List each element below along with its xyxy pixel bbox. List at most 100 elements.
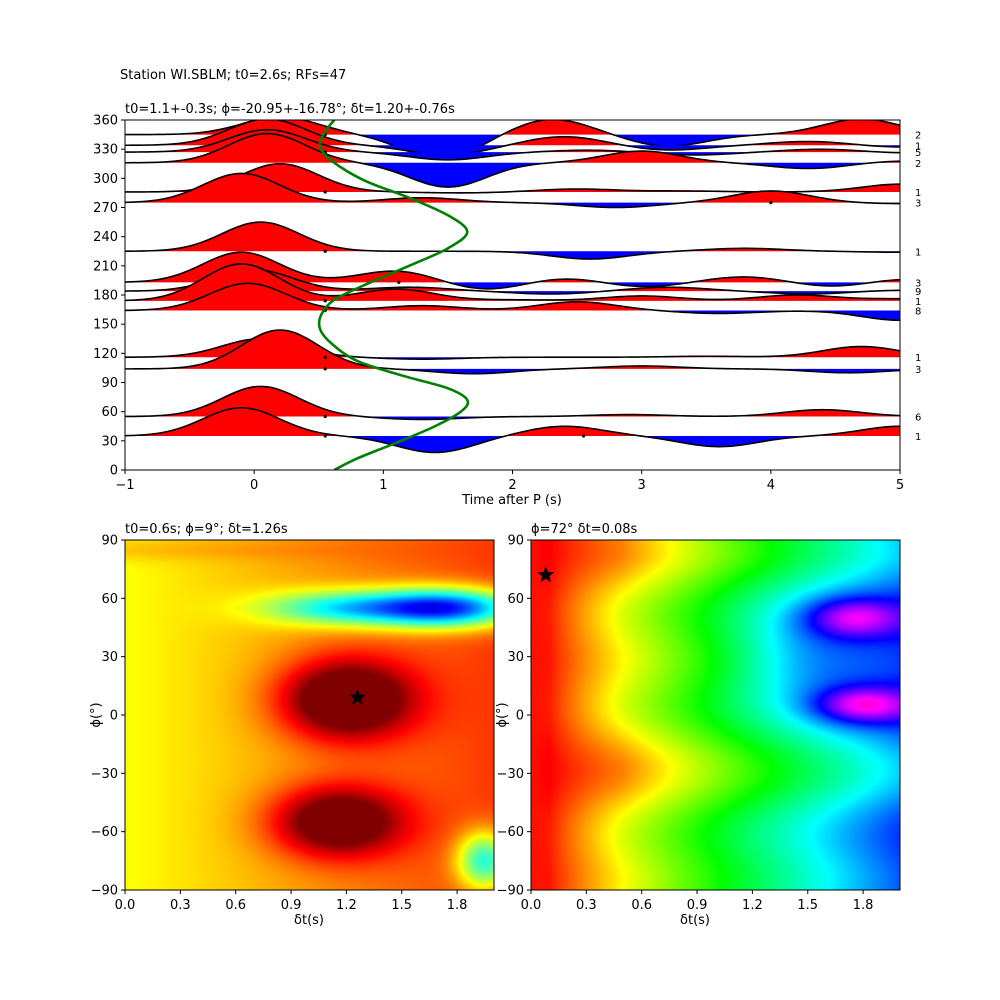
y-tick-label: 0 <box>110 709 118 724</box>
y-tick-label: 90 <box>101 376 118 391</box>
rf-trace-line <box>125 128 900 161</box>
misfit-map-ylabel: ϕ(°) <box>495 702 510 727</box>
y-tick-label: −30 <box>91 767 118 782</box>
rf-positive-fill <box>125 407 900 436</box>
rf-trace-line <box>125 282 900 322</box>
y-tick-label: 30 <box>507 650 524 665</box>
x-tick-label: 1 <box>379 478 387 493</box>
best-fit-star-marker <box>537 566 555 583</box>
x-tick-label: 0.0 <box>521 898 542 913</box>
rf-positive-fill <box>125 120 900 135</box>
trace-count-label: 2 <box>915 131 921 142</box>
y-tick-label: 60 <box>101 592 118 607</box>
trace-marker-dot <box>581 434 586 438</box>
y-tick-label: 30 <box>101 650 118 665</box>
x-tick-label: 1.8 <box>853 898 874 913</box>
y-tick-label: 30 <box>101 434 118 449</box>
best-fit-star-marker <box>348 688 367 705</box>
top-panel-xlabel: Time after P (s) <box>461 493 562 508</box>
trace-marker-dot <box>323 299 327 303</box>
x-tick-label: 0 <box>250 478 258 493</box>
x-tick-label: 1.8 <box>447 898 468 913</box>
rf-trace <box>125 385 900 421</box>
rf-positive-fill <box>125 173 900 203</box>
misfit-map-image <box>531 540 900 890</box>
rf-trace <box>125 128 900 161</box>
x-tick-label: 0.6 <box>631 898 652 913</box>
top-panel-title: t0=1.1+-0.3s; ϕ=-20.95+-16.78°; δt=1.20+… <box>125 102 455 117</box>
y-tick-label: 300 <box>93 172 118 187</box>
trace-marker-dot <box>323 367 327 371</box>
trace-marker-dot <box>769 201 773 205</box>
y-tick-label: 180 <box>93 289 118 304</box>
x-tick-label: 0.9 <box>687 898 708 913</box>
y-tick-label: 330 <box>93 143 118 158</box>
trace-marker-dot <box>323 414 327 419</box>
rf-negative-fill <box>125 202 900 208</box>
y-tick-label: −30 <box>497 767 524 782</box>
x-tick-label: 1.2 <box>336 898 357 913</box>
energy-map-image <box>125 540 494 890</box>
trace-marker-dot <box>397 280 401 284</box>
x-tick-label: 0.0 <box>115 898 136 913</box>
trace-marker-dot <box>323 355 327 359</box>
energy-map-title: t0=0.6s; ϕ=9°; δt=1.26s <box>125 522 288 537</box>
trace-count-label: 3 <box>915 278 921 289</box>
rf-positive-fill <box>125 129 900 153</box>
trace-marker-dot <box>323 190 327 194</box>
energy-map-ylabel: ϕ(°) <box>89 702 104 727</box>
rf-positive-fill <box>125 386 900 417</box>
x-tick-label: 4 <box>767 478 775 493</box>
rf-positive-fill <box>125 163 900 192</box>
rf-positive-fill <box>125 283 900 311</box>
trace-marker-dot <box>323 249 327 253</box>
rf-negative-fill <box>125 435 900 453</box>
x-tick-label: 5 <box>896 478 904 493</box>
rf-positive-fill <box>125 120 900 146</box>
trace-count-label: 6 <box>915 413 921 424</box>
y-tick-label: 90 <box>101 534 118 549</box>
x-tick-label: 1.5 <box>391 898 412 913</box>
y-tick-label: 270 <box>93 201 118 216</box>
trace-count-label: 1 <box>915 297 921 308</box>
y-tick-label: −90 <box>91 884 118 899</box>
rf-trace <box>125 329 900 375</box>
energy-map-axes: 0.0 0.3 0.6 0.9 1.2 1.5 1.8 −90 −60 −30 0 30 60 90 <box>91 534 468 914</box>
x-tick-label: −1 <box>115 478 134 493</box>
trace-count-label: 1 <box>915 188 921 199</box>
y-tick-label: 0 <box>110 464 118 479</box>
x-tick-label: 0.6 <box>225 898 246 913</box>
x-tick-label: 1.5 <box>797 898 818 913</box>
trace-count-label: 3 <box>915 199 921 210</box>
trace-count-label: 1 <box>915 247 921 258</box>
rf-trace-line <box>125 221 900 260</box>
y-tick-label: −60 <box>497 825 524 840</box>
trace-count-label: 1 <box>915 432 921 443</box>
trace-count-label: 5 <box>915 148 921 159</box>
figure-suptitle: Station WI.SBLM; t0=2.6s; RFs=47 <box>120 68 346 83</box>
rf-traces-panel: t0=1.1+-0.3s; ϕ=-20.95+-16.78°; δt=1.20+… <box>93 102 921 508</box>
rf-trace-line <box>125 329 900 375</box>
rf-negative-fill <box>125 134 900 159</box>
rf-trace <box>125 172 900 209</box>
energy-map-xlabel: δt(s) <box>294 913 324 928</box>
y-tick-label: 360 <box>93 114 118 129</box>
rf-trace-line <box>125 263 900 302</box>
rf-trace <box>125 406 900 454</box>
trace-marker-dot <box>323 434 327 438</box>
trace-count-label: 2 <box>915 159 921 170</box>
misfit-map-axes: 0.0 0.3 0.6 0.9 1.2 1.5 1.8 −90 −60 −30 0 30 60 90 <box>497 534 874 914</box>
x-tick-label: 2 <box>508 478 516 493</box>
y-tick-label: 0 <box>516 709 524 724</box>
x-tick-label: 0.3 <box>170 898 191 913</box>
rf-trace-line <box>125 172 900 209</box>
rf-negative-fill <box>125 162 900 188</box>
rf-trace-line <box>125 406 900 454</box>
rf-negative-fill <box>125 282 900 289</box>
x-tick-label: 1.2 <box>742 898 763 913</box>
energy-map-panel: t0=0.6s; ϕ=9°; δt=1.26s 0.0 0.3 0.6 0.9 1.2 1… <box>89 522 495 928</box>
y-tick-label: 60 <box>507 592 524 607</box>
rf-trace-line <box>125 251 900 290</box>
